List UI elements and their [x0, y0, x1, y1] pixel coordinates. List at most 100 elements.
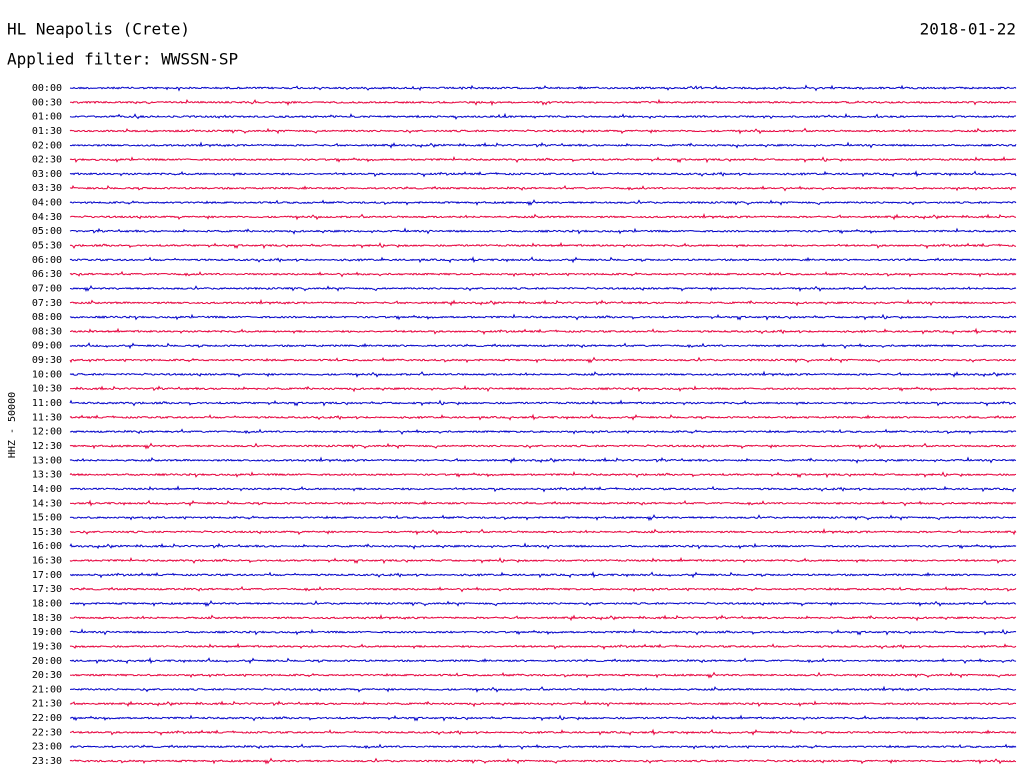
trace — [69, 656, 1017, 665]
time-label: 11:00 — [32, 398, 62, 409]
time-label: 01:00 — [32, 112, 62, 123]
trace — [69, 571, 1017, 579]
trace — [69, 327, 1017, 336]
time-label: 05:00 — [32, 226, 62, 237]
trace — [69, 185, 1017, 192]
time-label: 20:00 — [32, 656, 62, 667]
time-label: 13:30 — [32, 470, 62, 481]
time-label: 20:30 — [32, 670, 62, 681]
trace — [69, 614, 1017, 622]
trace — [69, 384, 1017, 393]
time-label: 17:30 — [32, 584, 62, 595]
trace — [69, 743, 1017, 750]
trace — [69, 556, 1017, 565]
trace — [69, 227, 1017, 235]
trace — [70, 485, 1017, 493]
time-label: 18:00 — [32, 598, 62, 609]
axis-label: HHZ - 50000 — [7, 392, 18, 458]
time-label: 14:00 — [32, 484, 62, 495]
trace — [69, 313, 1017, 321]
time-label: 23:00 — [32, 742, 62, 753]
time-label: 07:30 — [32, 298, 62, 309]
trace — [69, 599, 1017, 608]
trace — [69, 256, 1017, 264]
time-label: 06:00 — [32, 255, 62, 266]
trace — [69, 428, 1017, 435]
trace — [69, 370, 1017, 378]
trace — [69, 442, 1017, 450]
time-label: 12:30 — [32, 441, 62, 452]
station-title: HL Neapolis (Crete) — [7, 20, 190, 39]
time-label: 13:00 — [32, 455, 62, 466]
time-label: 21:00 — [32, 684, 62, 695]
time-label: 12:00 — [32, 427, 62, 438]
trace — [69, 413, 1017, 421]
time-label: 02:30 — [32, 155, 62, 166]
time-label: 03:00 — [32, 169, 62, 180]
time-label: 22:00 — [32, 713, 62, 724]
trace — [69, 284, 1017, 292]
trace — [69, 728, 1017, 736]
trace — [69, 127, 1017, 135]
trace — [69, 342, 1017, 350]
trace — [69, 112, 1017, 120]
time-label: 15:00 — [32, 513, 62, 524]
time-label: 00:00 — [32, 83, 62, 94]
time-label: 07:00 — [32, 283, 62, 294]
trace — [69, 84, 1017, 92]
time-label: 11:30 — [32, 412, 62, 423]
trace — [69, 356, 1017, 364]
date: 2018-01-22 — [920, 20, 1016, 39]
traces: 00:00 00:30 01:00 01:30 02:00 02:30 03:00 03:30… — [32, 83, 1017, 767]
trace — [69, 628, 1017, 636]
trace — [69, 642, 1017, 651]
time-label: 08:30 — [32, 326, 62, 337]
time-label: 05:30 — [32, 241, 62, 252]
time-label: 10:00 — [32, 369, 62, 380]
trace — [69, 199, 1017, 207]
trace — [69, 270, 1017, 278]
time-label: 08:00 — [32, 312, 62, 323]
trace — [70, 685, 1017, 693]
trace — [69, 471, 1017, 479]
trace — [69, 585, 1017, 593]
time-label: 10:30 — [32, 384, 62, 395]
time-label: 16:00 — [32, 541, 62, 552]
trace — [69, 542, 1017, 550]
time-label: 09:00 — [32, 341, 62, 352]
trace — [69, 527, 1017, 536]
trace — [69, 699, 1017, 708]
time-label: 23:30 — [32, 756, 62, 767]
time-label: 15:30 — [32, 527, 62, 538]
time-label: 18:30 — [32, 613, 62, 624]
trace — [69, 241, 1016, 250]
time-label: 16:30 — [32, 556, 62, 567]
time-label: 14:30 — [32, 498, 62, 509]
trace — [69, 141, 1017, 149]
trace — [69, 514, 1017, 522]
trace — [69, 155, 1017, 164]
trace — [70, 98, 1017, 107]
filter: Applied filter: WWSSN-SP — [7, 50, 238, 69]
time-label: 04:00 — [32, 198, 62, 209]
trace — [69, 671, 1017, 679]
time-label: 01:30 — [32, 126, 62, 137]
time-label: 22:30 — [32, 727, 62, 738]
trace — [69, 399, 1016, 407]
trace — [69, 212, 1016, 221]
time-label: 09:30 — [32, 355, 62, 366]
trace — [69, 298, 1017, 307]
trace — [69, 170, 1017, 178]
time-label: 03:30 — [32, 183, 62, 194]
time-label: 06:30 — [32, 269, 62, 280]
time-label: 02:00 — [32, 140, 62, 151]
trace — [69, 499, 1017, 507]
trace — [69, 456, 1017, 464]
time-label: 19:30 — [32, 641, 62, 652]
time-label: 19:00 — [32, 627, 62, 638]
time-label: 17:00 — [32, 570, 62, 581]
time-label: 04:30 — [32, 212, 62, 223]
time-label: 00:30 — [32, 97, 62, 108]
